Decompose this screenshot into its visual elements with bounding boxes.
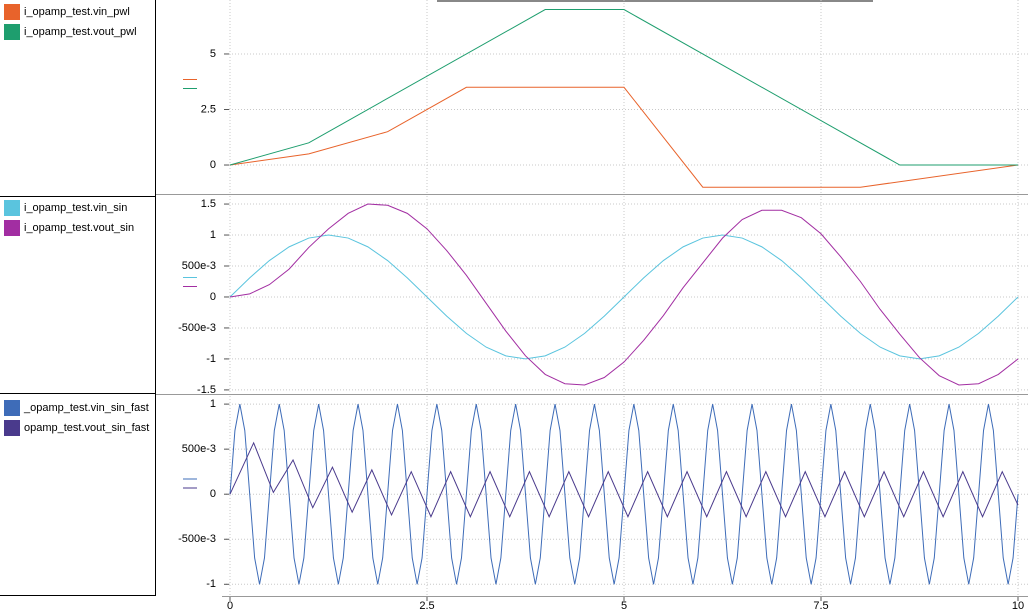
legend-label: i_opamp_test.vout_sin <box>24 222 134 234</box>
y-tick-label: 0 <box>210 488 216 500</box>
y-tick-label: 5 <box>210 48 216 60</box>
y-tick-label: -1.5 <box>197 384 216 396</box>
legend-label: i_opamp_test.vin_pwl <box>24 6 130 18</box>
line <box>229 404 1019 585</box>
y-tick-label: 1.5 <box>201 198 216 210</box>
line <box>229 203 1019 386</box>
scroll-indicator <box>437 0 873 2</box>
legend-swatch <box>4 4 20 20</box>
y-tick-label: 0 <box>210 291 216 303</box>
line <box>229 234 1019 360</box>
y-tick-label: 500e-3 <box>182 443 216 455</box>
line <box>229 441 1019 518</box>
legend-label: i_opamp_test.vin_sin <box>24 202 127 214</box>
legend-swatch <box>4 400 20 416</box>
x-tick-label: 10 <box>1012 600 1024 612</box>
legend-label: _opamp_test.vin_sin_fast <box>23 402 149 414</box>
legend-swatch <box>4 200 20 216</box>
legend-swatch <box>4 220 20 236</box>
y-tick-label: -500e-3 <box>178 322 216 334</box>
x-tick-label: 5 <box>621 600 627 612</box>
legend-swatch <box>4 420 20 436</box>
y-tick-label: -1 <box>206 578 216 590</box>
y-tick-label: -1 <box>206 353 216 365</box>
legend-label: i_opamp_test.vout_pwl <box>24 26 137 38</box>
x-tick-label: 2.5 <box>419 600 434 612</box>
line <box>229 86 1019 188</box>
y-tick-label: 0 <box>210 159 216 171</box>
legend-swatch <box>4 24 20 40</box>
y-tick-label: 1 <box>210 229 216 241</box>
x-tick-label: 0 <box>227 600 233 612</box>
line <box>229 9 1018 166</box>
plot-area <box>226 0 1028 193</box>
legend: i_opamp_test.vin_pwl i_opamp_test.vout_pw… <box>4 4 149 436</box>
legend-label: opamp_test.vout_sin_fast <box>24 422 149 434</box>
y-tick-label: 500e-3 <box>182 260 216 272</box>
y-tick-label: 2.5 <box>201 103 216 115</box>
plot-area <box>226 196 1028 393</box>
y-tick-label: -500e-3 <box>178 533 216 545</box>
x-tick-label: 7.5 <box>813 600 828 612</box>
y-tick-label: 1 <box>210 398 216 410</box>
plot-area <box>226 396 1028 596</box>
